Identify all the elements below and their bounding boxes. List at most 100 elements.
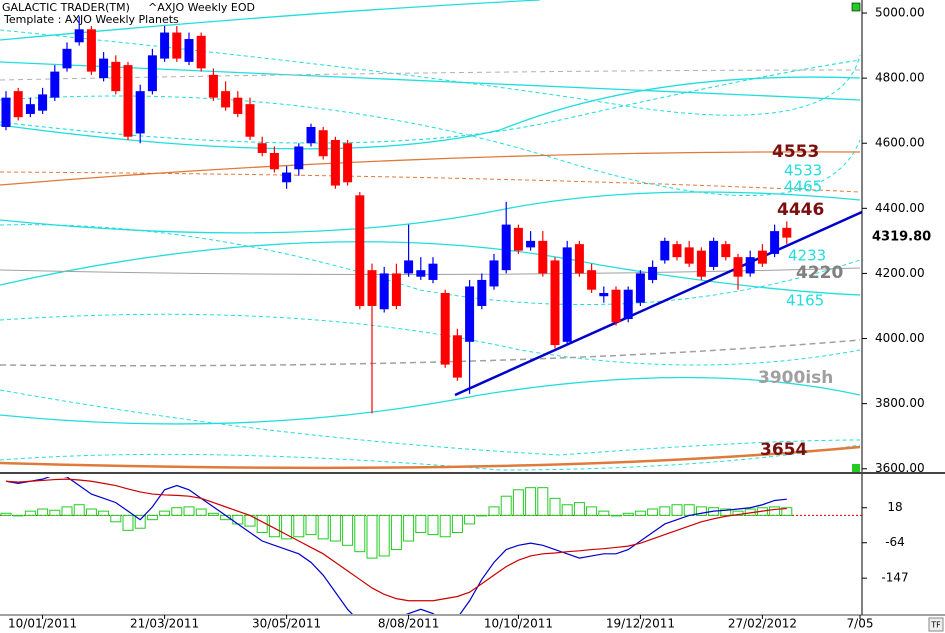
candle-body bbox=[282, 172, 292, 183]
indicator-line bbox=[5, 478, 787, 602]
candle-body bbox=[208, 74, 218, 98]
candle-body bbox=[196, 35, 206, 69]
histogram-bar bbox=[354, 514, 366, 553]
histogram-bar bbox=[622, 512, 634, 516]
candle-body bbox=[526, 240, 536, 248]
candle-body bbox=[635, 273, 645, 303]
candle-body bbox=[672, 244, 682, 258]
x-tick-label: 19/12/2011 bbox=[606, 617, 675, 631]
histogram-bar bbox=[695, 506, 707, 516]
x-tick-label: 10/10/2011 bbox=[484, 617, 553, 631]
histogram-bar bbox=[122, 514, 134, 531]
candle-body bbox=[111, 61, 121, 92]
level-annotation: 4165 bbox=[786, 292, 824, 310]
level-annotation: 4220 bbox=[796, 263, 843, 283]
histogram-bar bbox=[427, 514, 439, 536]
y-tick-label: -64 bbox=[885, 535, 905, 549]
x-tick-label: 7/05 bbox=[847, 617, 874, 631]
candle-body bbox=[160, 32, 170, 59]
candle-body bbox=[74, 29, 84, 43]
histogram-bar bbox=[610, 514, 622, 517]
candle-body bbox=[355, 195, 365, 306]
candle-body bbox=[709, 240, 719, 267]
candle-body bbox=[489, 260, 499, 287]
histogram-bar bbox=[659, 506, 671, 516]
histogram-bar bbox=[549, 497, 561, 516]
candle-body bbox=[379, 273, 389, 310]
histogram-bar bbox=[476, 514, 488, 517]
candle-body bbox=[245, 104, 255, 137]
candle-body bbox=[318, 130, 328, 157]
candle-body bbox=[611, 289, 621, 323]
candle-body bbox=[501, 224, 511, 271]
candle-body bbox=[184, 39, 194, 62]
histogram-bar bbox=[293, 514, 305, 538]
histogram-bar bbox=[317, 514, 329, 540]
histogram-bar bbox=[451, 514, 463, 533]
histogram-bar bbox=[183, 506, 195, 516]
candle-body bbox=[696, 250, 706, 277]
candle-body bbox=[172, 32, 182, 59]
candle-body bbox=[599, 292, 609, 297]
histogram-bar bbox=[671, 504, 683, 516]
histogram-bar bbox=[598, 510, 610, 516]
histogram-bar bbox=[37, 508, 49, 516]
candle-body bbox=[648, 266, 658, 280]
candle-body bbox=[1, 97, 11, 127]
product-name: GALACTIC TRADER(TM) bbox=[2, 1, 130, 14]
level-annotation: 3900ish bbox=[758, 368, 833, 388]
candle-body bbox=[660, 240, 670, 261]
x-tick-label: 27/02/2012 bbox=[728, 617, 797, 631]
x-tick-label: 10/01/2011 bbox=[8, 617, 77, 631]
histogram-bar bbox=[12, 514, 24, 517]
candle-body bbox=[733, 257, 743, 277]
histogram-bar bbox=[415, 514, 427, 533]
symbol: ^AXJO Weekly EOD bbox=[148, 1, 255, 14]
candle-body bbox=[562, 247, 572, 342]
x-tick-label: 30/05/2011 bbox=[252, 617, 321, 631]
candle-body bbox=[147, 55, 157, 92]
histogram-bar bbox=[525, 487, 537, 516]
histogram-bar bbox=[586, 506, 598, 516]
x-tick-label: 21/03/2011 bbox=[130, 617, 199, 631]
histogram-bar bbox=[159, 510, 171, 516]
candle-body bbox=[404, 260, 414, 274]
histogram-bar bbox=[98, 510, 110, 516]
histogram-bar bbox=[146, 514, 158, 521]
level-annotation: 4533 bbox=[784, 162, 822, 180]
histogram-bar bbox=[720, 508, 732, 516]
candle-body bbox=[757, 250, 767, 264]
level-annotation: 4553 bbox=[772, 142, 819, 162]
histogram-bar bbox=[73, 504, 85, 516]
candle-body bbox=[452, 335, 462, 378]
histogram-bar bbox=[85, 508, 97, 516]
histogram-bar bbox=[134, 514, 146, 529]
candle-body bbox=[306, 126, 316, 144]
panel-handle[interactable] bbox=[851, 2, 861, 12]
candle-body bbox=[745, 257, 755, 274]
level-annotation: 4446 bbox=[777, 200, 824, 220]
candle-body bbox=[416, 270, 426, 277]
histogram-bar bbox=[781, 507, 793, 516]
indicator-line bbox=[5, 477, 787, 614]
y-tick-label: 3600.00 bbox=[875, 461, 925, 475]
y-tick-label: -147 bbox=[881, 571, 908, 585]
candle-body bbox=[684, 247, 694, 264]
candle-body bbox=[135, 91, 145, 134]
histogram-bar bbox=[512, 489, 524, 516]
panel-handle[interactable] bbox=[852, 464, 860, 472]
candle-body bbox=[38, 94, 48, 111]
candle-body bbox=[391, 273, 401, 306]
candle-body bbox=[721, 244, 731, 258]
level-annotation: 4233 bbox=[788, 247, 826, 265]
histogram-bar bbox=[24, 510, 36, 516]
level-annotation: 4465 bbox=[784, 178, 822, 196]
histogram-bar bbox=[537, 487, 549, 516]
candle-body bbox=[294, 146, 304, 170]
tf-button[interactable] bbox=[928, 617, 944, 632]
candle-body bbox=[587, 270, 597, 290]
candle-body bbox=[440, 292, 450, 365]
histogram-bar bbox=[647, 508, 659, 516]
tf-label[interactable]: TF bbox=[930, 621, 941, 630]
